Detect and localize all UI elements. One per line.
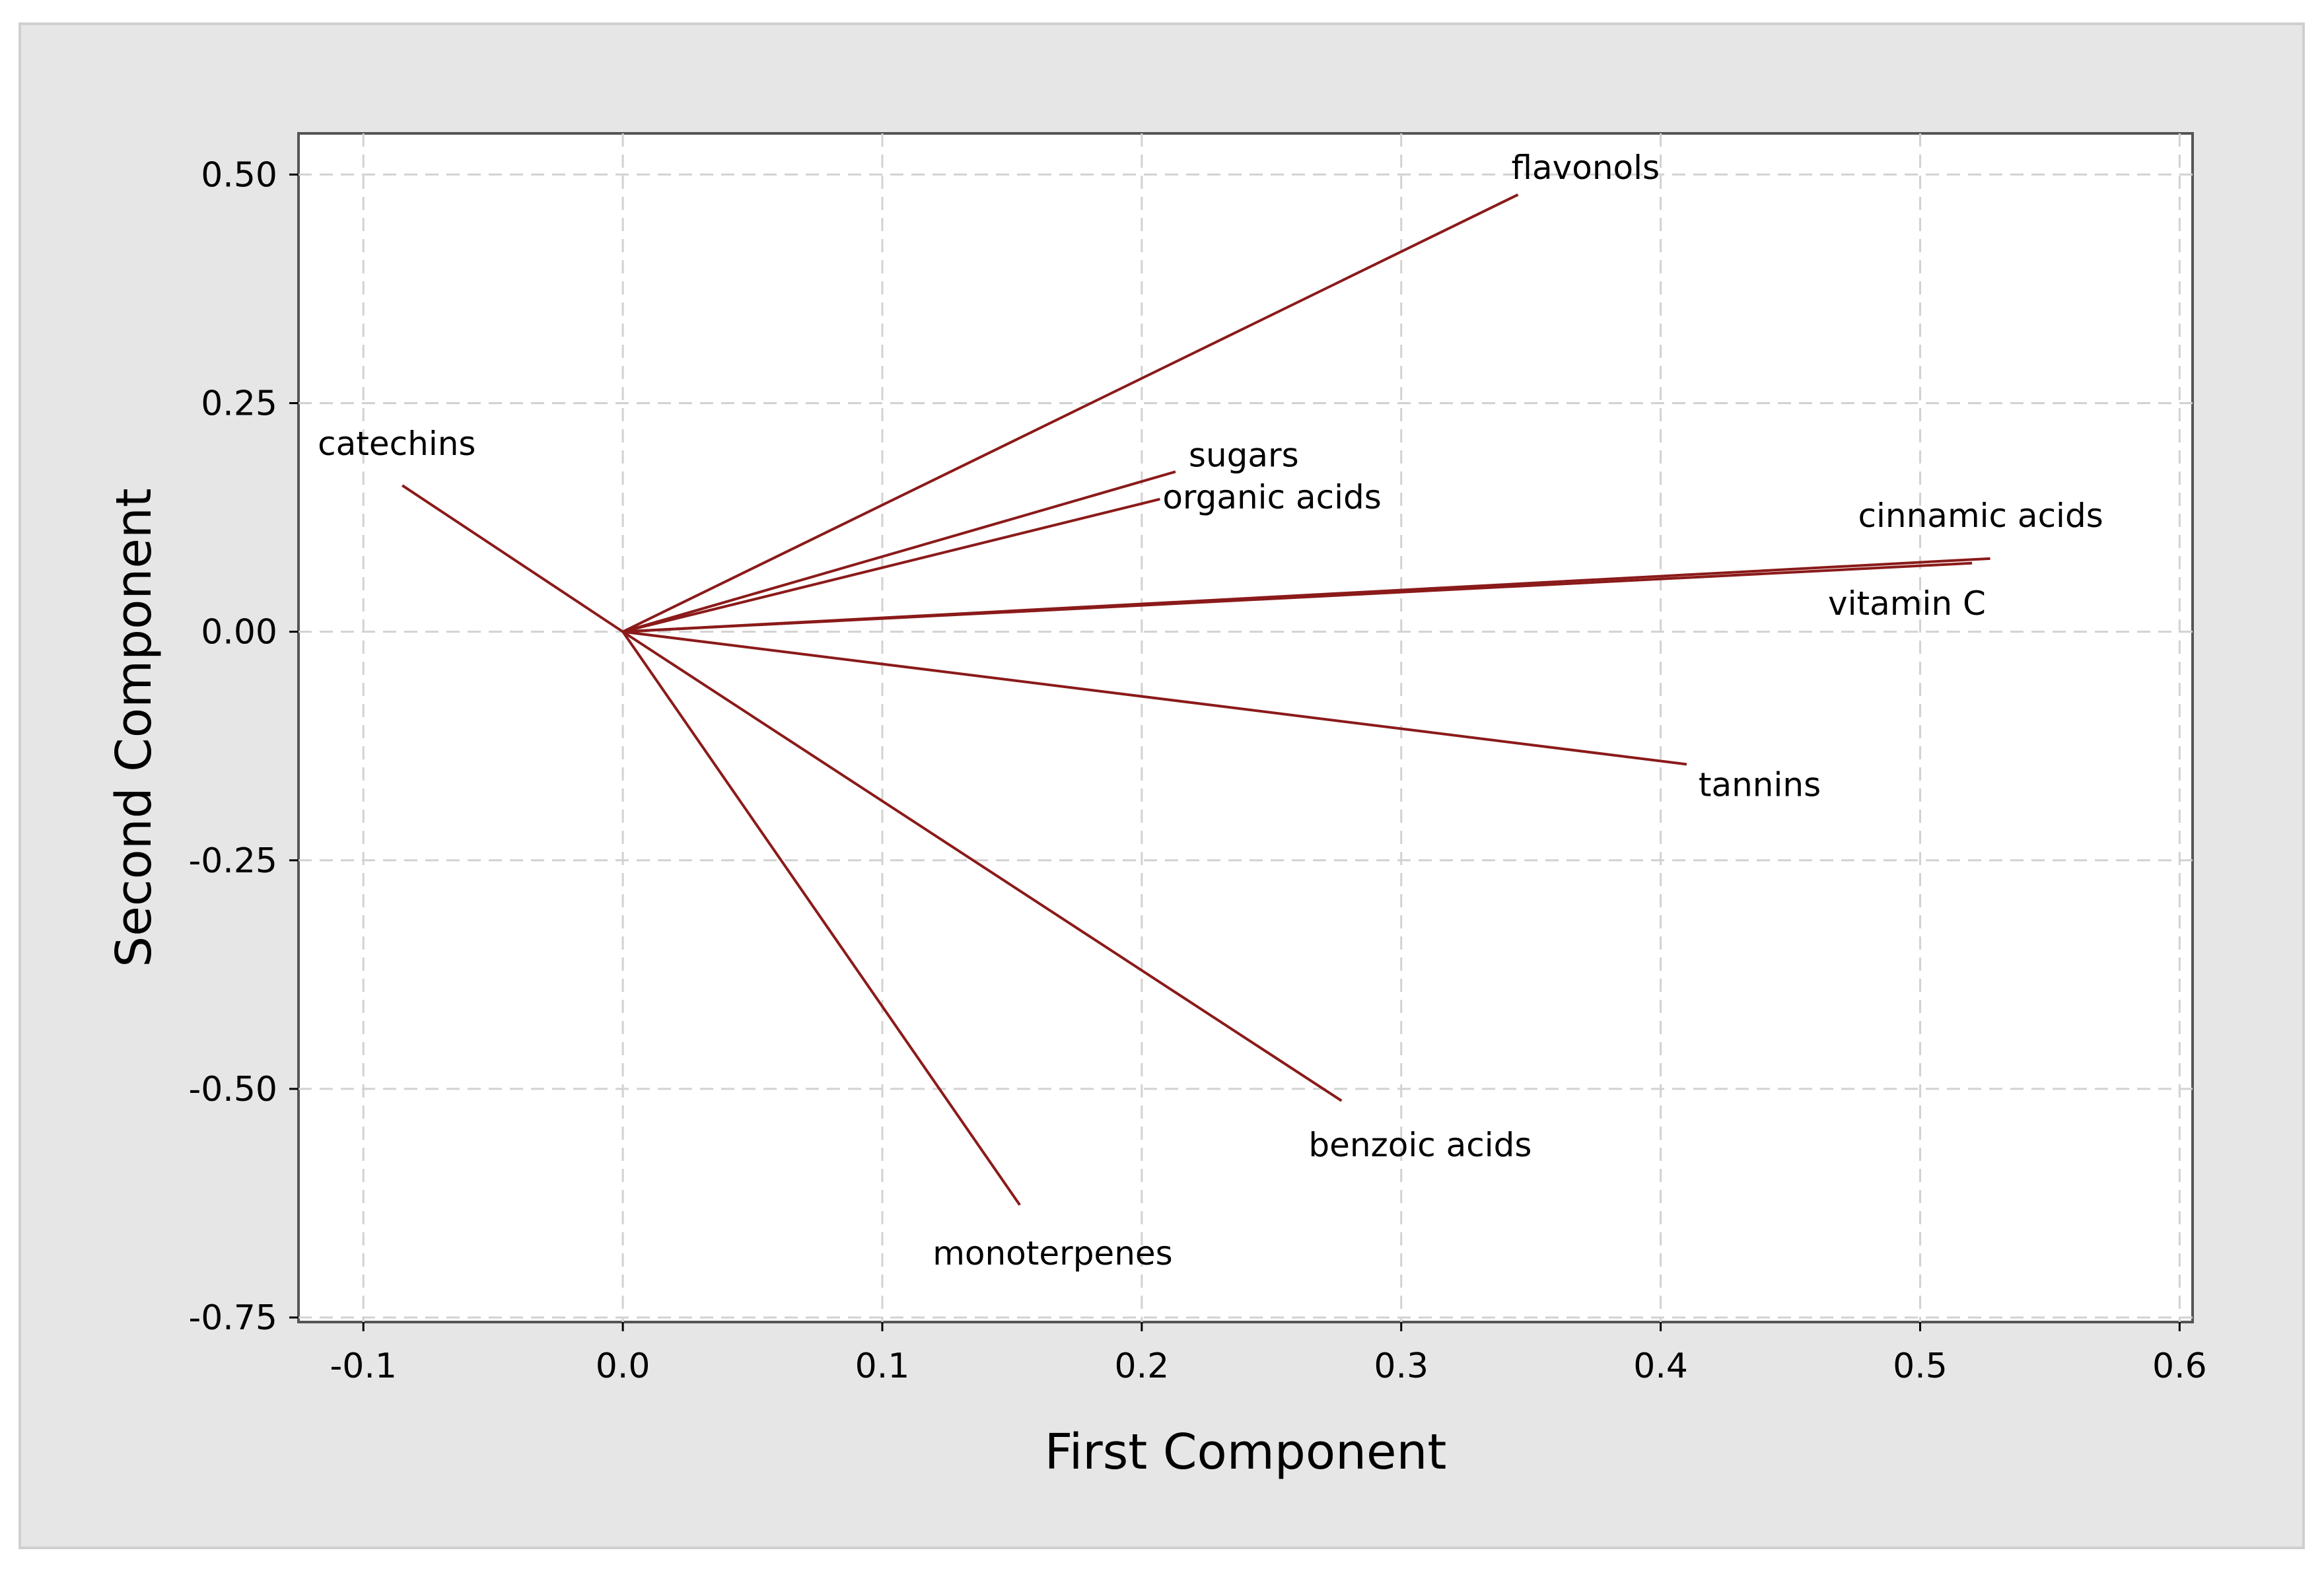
plot-area <box>297 132 2194 1323</box>
chart-frame: -0.1 0.0 0.1 0.2 0.3 0.4 0.5 0.6 0.50 0.25 0.00 -0.… <box>18 22 2305 1549</box>
y-axis-title: Second Component <box>106 488 162 967</box>
vector-label-catechins: catechins <box>318 425 475 463</box>
vector-label-organic-acids: organic acids <box>1162 478 1381 516</box>
x-tick-label: 0.3 <box>1374 1346 1428 1386</box>
vector-label-tannins: tannins <box>1699 765 1821 804</box>
vector-vitamin-C <box>622 561 1973 633</box>
x-tick-label: 0.4 <box>1633 1346 1688 1386</box>
x-tick-label: 0.5 <box>1893 1346 1948 1386</box>
x-tick-label: 0.0 <box>596 1346 651 1386</box>
x-tick-label: 0.6 <box>2152 1346 2207 1386</box>
y-tick-label: -0.25 <box>188 841 277 881</box>
vector-label-flavonols: flavonols <box>1512 149 1660 187</box>
vector-label-sugars: sugars <box>1189 436 1299 474</box>
y-tick-label: 0.00 <box>201 613 277 652</box>
loading-plot: -0.1 0.0 0.1 0.2 0.3 0.4 0.5 0.6 0.50 0.25 0.00 -0.… <box>106 132 2207 1481</box>
ticks: -0.1 0.0 0.1 0.2 0.3 0.4 0.5 0.6 0.50 0.25 0.00 -0.… <box>188 155 2206 1386</box>
vector-monoterpenes <box>621 631 1021 1206</box>
y-tick-label: 0.50 <box>201 155 277 195</box>
x-axis-title: First Component <box>1045 1424 1447 1481</box>
vector-tannins <box>622 630 1687 766</box>
y-tick-label: 0.25 <box>201 384 277 423</box>
vector-sugars <box>622 470 1176 633</box>
vector-catechins <box>402 484 624 633</box>
vector-flavonols <box>622 193 1519 633</box>
vector-organic-acids <box>622 497 1160 633</box>
y-tick-label: -0.75 <box>188 1298 277 1338</box>
vector-label-monoterpenes: monoterpenes <box>933 1234 1173 1273</box>
vector-labels: flavonols catechins sugars organic acids cin… <box>318 149 2103 1273</box>
vectors <box>402 193 1990 1206</box>
vector-label-vitamin-C: vitamin C <box>1828 584 1986 623</box>
x-tick-label: 0.2 <box>1114 1346 1169 1386</box>
vector-benzoic-acids <box>622 630 1343 1102</box>
vector-label-benzoic-acids: benzoic acids <box>1308 1126 1532 1164</box>
x-tick-label: -0.1 <box>330 1346 396 1386</box>
vector-label-cinnamic-acids: cinnamic acids <box>1858 497 2103 535</box>
y-tick-label: -0.50 <box>188 1070 277 1109</box>
x-tick-label: 0.1 <box>855 1346 910 1386</box>
